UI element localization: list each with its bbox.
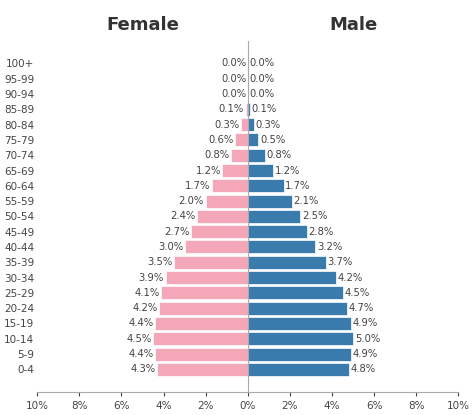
Bar (206, 195, 248, 208)
Text: 2.8%: 2.8% (309, 227, 334, 237)
Bar (165, 271, 248, 284)
Text: 4.2%: 4.2% (132, 303, 158, 313)
Text: 0.0%: 0.0% (221, 59, 246, 68)
Text: 2.7%: 2.7% (164, 227, 189, 237)
Text: 3.2%: 3.2% (317, 242, 342, 252)
Bar (155, 317, 248, 330)
Text: 0.0%: 0.0% (221, 74, 246, 84)
Text: 4.8%: 4.8% (350, 364, 376, 374)
Text: 4.5%: 4.5% (126, 334, 151, 344)
Bar (212, 179, 248, 192)
Bar (235, 134, 248, 146)
Text: 0.3%: 0.3% (215, 120, 240, 129)
Text: 4.5%: 4.5% (344, 288, 369, 298)
Bar (174, 256, 248, 269)
Text: 0.1%: 0.1% (219, 104, 244, 115)
Text: 0.0%: 0.0% (249, 59, 274, 68)
Text: 4.4%: 4.4% (128, 349, 154, 359)
Bar (248, 271, 336, 284)
Bar (248, 195, 292, 208)
Bar (197, 210, 248, 223)
Text: 4.4%: 4.4% (128, 318, 154, 329)
Bar (248, 286, 343, 299)
Text: 4.3%: 4.3% (130, 364, 155, 374)
Bar (248, 149, 264, 162)
Text: 0.0%: 0.0% (249, 89, 274, 99)
Bar (191, 225, 248, 238)
Bar (153, 332, 248, 345)
Bar (248, 118, 254, 131)
Bar (157, 363, 248, 376)
Text: 1.7%: 1.7% (285, 181, 310, 191)
Text: 4.9%: 4.9% (353, 318, 378, 329)
Text: 3.9%: 3.9% (139, 273, 164, 283)
Bar (248, 164, 273, 177)
Bar (162, 286, 248, 299)
Text: 2.1%: 2.1% (294, 196, 319, 206)
Text: 0.0%: 0.0% (249, 74, 274, 84)
Text: 5.0%: 5.0% (355, 334, 380, 344)
Text: 0.3%: 0.3% (256, 120, 281, 129)
Bar (248, 317, 351, 330)
Text: 3.7%: 3.7% (328, 257, 353, 267)
Text: 4.2%: 4.2% (338, 273, 363, 283)
Text: 3.5%: 3.5% (147, 257, 173, 267)
Text: 1.7%: 1.7% (185, 181, 210, 191)
Text: 0.8%: 0.8% (266, 150, 292, 160)
Text: 2.5%: 2.5% (302, 211, 328, 222)
Text: 4.7%: 4.7% (348, 303, 374, 313)
Bar (248, 103, 250, 116)
Text: 1.2%: 1.2% (275, 166, 300, 176)
Bar (222, 164, 248, 177)
Bar (159, 302, 248, 315)
Text: 0.1%: 0.1% (252, 104, 277, 115)
Text: Male: Male (329, 16, 377, 34)
Bar (248, 210, 301, 223)
Text: 2.4%: 2.4% (170, 211, 196, 222)
Bar (231, 149, 248, 162)
Bar (248, 225, 307, 238)
Bar (248, 348, 351, 361)
Bar (246, 103, 248, 116)
Text: 0.8%: 0.8% (204, 150, 229, 160)
Text: 0.5%: 0.5% (260, 135, 285, 145)
Text: Female: Female (106, 16, 179, 34)
Text: 2.0%: 2.0% (179, 196, 204, 206)
Text: 0.0%: 0.0% (221, 89, 246, 99)
Text: 4.1%: 4.1% (135, 288, 160, 298)
Bar (155, 348, 248, 361)
Bar (248, 256, 326, 269)
Bar (248, 179, 283, 192)
Bar (248, 363, 349, 376)
Bar (248, 302, 347, 315)
Bar (241, 118, 248, 131)
Bar (184, 241, 248, 254)
Text: 1.2%: 1.2% (195, 166, 221, 176)
Bar (248, 134, 258, 146)
Text: 3.0%: 3.0% (158, 242, 183, 252)
Bar (248, 332, 353, 345)
Text: 0.6%: 0.6% (208, 135, 234, 145)
Bar (248, 241, 315, 254)
Text: 4.9%: 4.9% (353, 349, 378, 359)
